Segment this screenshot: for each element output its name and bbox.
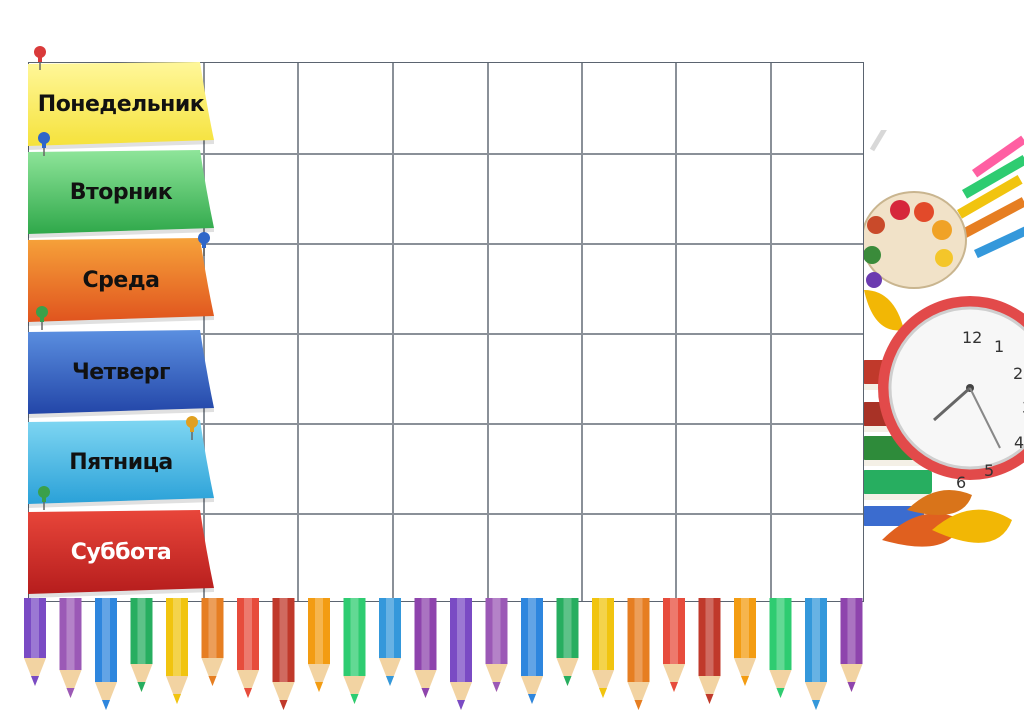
pencil-icon bbox=[237, 598, 259, 698]
grid-column-line bbox=[297, 63, 299, 601]
day-tab-6: Суббота bbox=[28, 510, 214, 598]
grid-row-line bbox=[29, 153, 863, 155]
grid-column-line bbox=[675, 63, 677, 601]
pencil-icon bbox=[343, 598, 366, 704]
pencil-icon bbox=[414, 598, 437, 698]
day-label: Суббота bbox=[70, 539, 172, 565]
grid-row-line bbox=[29, 423, 863, 425]
pencil-icon bbox=[272, 598, 295, 710]
push-pin-icon bbox=[38, 132, 50, 156]
pencil-icon bbox=[308, 598, 330, 692]
push-pin-icon bbox=[38, 486, 50, 510]
day-tab-1: Понедельник bbox=[28, 62, 214, 150]
push-pin-icon bbox=[34, 46, 46, 70]
pencil-icon bbox=[166, 598, 188, 704]
day-tab-3: Среда bbox=[28, 238, 214, 326]
pencils-bundle-icon bbox=[957, 135, 1024, 259]
clock-number-6: 6 bbox=[956, 473, 966, 492]
pencils-border bbox=[24, 598, 863, 710]
pencil-icon bbox=[805, 598, 827, 710]
alarm-clock-icon: 12 1 2 3 4 5 6 bbox=[878, 296, 1024, 492]
school-decoration-illustration: 12 1 2 3 4 5 6 bbox=[862, 130, 1024, 547]
pencil-icon bbox=[379, 598, 401, 686]
paint-palette-icon bbox=[862, 130, 967, 289]
grid-column-line bbox=[392, 63, 394, 601]
push-pin-icon bbox=[36, 306, 48, 330]
day-label: Четверг bbox=[71, 359, 171, 385]
grid-row-line bbox=[29, 513, 863, 515]
pencil-icon bbox=[627, 598, 650, 710]
clock-number-5: 5 bbox=[984, 461, 994, 480]
pencil-icon bbox=[450, 598, 472, 710]
pencil-icon bbox=[485, 598, 508, 692]
autumn-leaves-icon bbox=[882, 490, 1012, 547]
day-tab-2: Вторник bbox=[28, 150, 214, 238]
grid-column-line bbox=[581, 63, 583, 601]
day-tab-4: Четверг bbox=[28, 330, 214, 418]
grid-column-line bbox=[770, 63, 772, 601]
day-tab-5: Пятница bbox=[28, 420, 214, 508]
pencil-icon bbox=[592, 598, 614, 698]
pencil-icon bbox=[663, 598, 685, 692]
pencil-icon bbox=[840, 598, 863, 692]
day-label: Пятница bbox=[69, 449, 173, 475]
pencil-icon bbox=[521, 598, 543, 704]
pencil-icon bbox=[59, 598, 82, 698]
pencil-icon bbox=[201, 598, 224, 686]
clock-number-12: 12 bbox=[962, 328, 982, 347]
clock-number-3: 3 bbox=[1022, 398, 1024, 417]
pencil-icon bbox=[698, 598, 721, 704]
leaf-icon bbox=[864, 290, 904, 331]
clock-number-4: 4 bbox=[1014, 433, 1024, 452]
grid-row-line bbox=[29, 333, 863, 335]
grid-column-line bbox=[203, 63, 205, 601]
pencil-icon bbox=[769, 598, 792, 698]
day-label: Вторник bbox=[69, 179, 173, 205]
pencil-icon bbox=[734, 598, 756, 686]
pencil-icon bbox=[556, 598, 579, 686]
push-pin-icon bbox=[186, 416, 198, 440]
clock-number-2: 2 bbox=[1013, 364, 1023, 383]
pencil-icon bbox=[130, 598, 153, 692]
day-label: Среда bbox=[82, 267, 160, 293]
pencil-icon bbox=[95, 598, 117, 710]
grid-row-line bbox=[29, 243, 863, 245]
day-label: Понедельник bbox=[37, 91, 205, 117]
push-pin-icon bbox=[198, 232, 210, 256]
grid-column-line bbox=[487, 63, 489, 601]
clock-number-1: 1 bbox=[994, 337, 1004, 356]
pencil-icon bbox=[24, 598, 46, 686]
